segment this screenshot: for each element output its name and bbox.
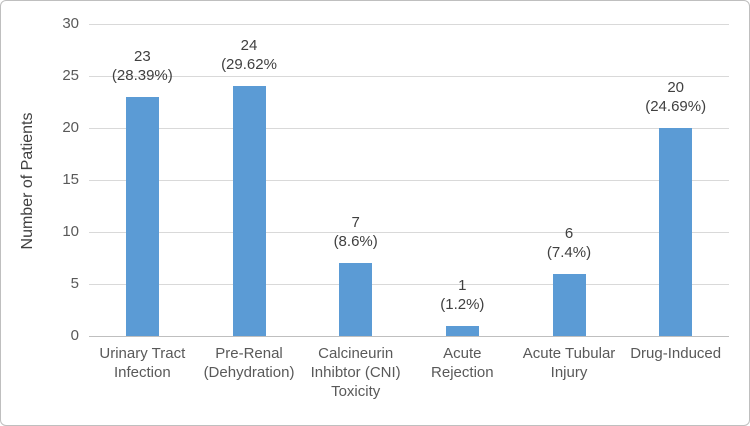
y-tick-label: 15 [62, 171, 79, 188]
bar-value-label: 7 (8.6%) [296, 213, 416, 251]
gridline [89, 24, 729, 25]
bar-value-count: 24 [240, 37, 258, 55]
bar-value-percent: (8.6%) [333, 233, 378, 251]
bar-value-count: 7 [351, 214, 360, 232]
bar [659, 128, 693, 336]
y-tick-label: 20 [62, 119, 79, 136]
bar-value-label: 6 (7.4%) [509, 224, 629, 262]
x-category-label-line: Urinary Tract [99, 345, 186, 362]
x-category-label: Acute Rejection [405, 344, 519, 382]
bar [445, 325, 479, 336]
y-tick-label: 30 [62, 15, 79, 32]
x-category-label-line: Toxicity [331, 383, 381, 400]
gridline [89, 284, 729, 285]
gridline [89, 232, 729, 233]
x-category-label-line: Infection [113, 364, 171, 381]
y-tick-label: 0 [70, 327, 79, 344]
gridline [89, 128, 729, 129]
bar-value-percent: (29.62% [221, 56, 277, 74]
x-category-label-line: Calcineurin [318, 345, 394, 362]
x-category-label-line: Rejection [431, 364, 494, 381]
x-category-label-line: Inhibtor (CNI) [310, 364, 401, 381]
y-tick-label: 25 [62, 67, 79, 84]
x-category-label-line: Pre-Renal [215, 345, 283, 362]
bar-value-count: 23 [133, 47, 151, 65]
bar-value-count: 20 [667, 79, 684, 96]
bar-value-label: 23 (28.39%) [82, 47, 202, 85]
x-axis-line [89, 336, 729, 337]
x-category-label: Calcineurin Inhibtor (CNI) Toxicity [299, 344, 413, 401]
gridline [89, 76, 729, 77]
bar-value-label: 1 (1.2%) [402, 276, 522, 314]
x-category-label-line: (Dehydration) [203, 364, 295, 381]
x-category-label-line: Drug-Induced [630, 345, 722, 362]
y-tick-label: 5 [70, 275, 79, 292]
bar [552, 273, 586, 336]
x-category-label-line: Acute [443, 345, 482, 362]
x-category-label-line: Injury [550, 364, 588, 381]
bar-value-count: 1 [458, 276, 467, 294]
gridline [89, 180, 729, 181]
x-category-label: Drug-Induced [619, 344, 733, 363]
bar-value-percent: (1.2%) [440, 295, 485, 313]
bar-value-percent: (24.69%) [645, 98, 707, 115]
bar-value-percent: (7.4%) [546, 243, 592, 261]
bar [339, 263, 373, 336]
bar [125, 96, 159, 336]
x-category-label: Acute Tubular Injury [512, 344, 626, 382]
y-axis-title: Number of Patients [19, 112, 36, 250]
y-tick-label: 10 [62, 223, 79, 240]
bar [232, 86, 266, 336]
x-category-label: Pre-Renal (Dehydration) [192, 344, 306, 382]
bar-value-label: 24 (29.62% [189, 36, 309, 74]
bar-value-count: 6 [564, 224, 574, 242]
x-category-label-line: Acute Tubular [522, 345, 616, 362]
bar-value-label: 20 (24.69%) [616, 78, 736, 116]
x-category-label: Urinary Tract Infection [85, 344, 199, 382]
bar-value-percent: (28.39%) [111, 66, 173, 84]
